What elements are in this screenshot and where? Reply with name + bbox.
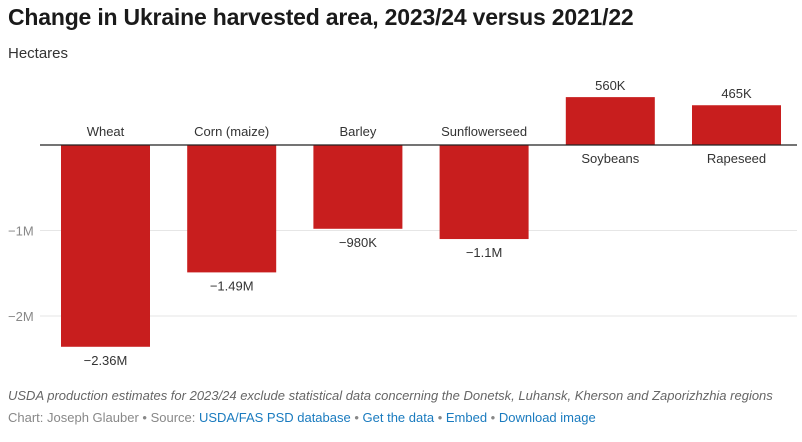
chart-credits: Chart: Joseph Glauber • Source: USDA/FAS… [8, 410, 596, 425]
bar[interactable] [313, 145, 403, 229]
value-label: −1.49M [210, 278, 254, 293]
bar[interactable] [439, 145, 529, 240]
category-label: Rapeseed [707, 151, 766, 166]
category-label: Sunflowerseed [441, 124, 527, 139]
value-label: 560K [595, 78, 626, 93]
separator: • [350, 410, 363, 425]
bar[interactable] [565, 97, 655, 145]
bar-layer [61, 97, 781, 347]
download-image-link[interactable]: Download image [498, 410, 596, 425]
embed-link[interactable]: Embed [445, 410, 488, 425]
value-label: −980K [339, 235, 377, 250]
value-label: −1.1M [466, 245, 503, 260]
separator: • [487, 410, 499, 425]
chart-title: Change in Ukraine harvested area, 2023/2… [8, 4, 634, 30]
footnote: USDA production estimates for 2023/24 ex… [8, 388, 773, 403]
value-label: 465K [721, 86, 752, 101]
category-label: Corn (maize) [194, 124, 269, 139]
grid-layer [40, 230, 797, 317]
category-label: Wheat [87, 124, 125, 139]
y-tick-label: −1M [8, 224, 34, 239]
bar[interactable] [692, 105, 781, 145]
value-label: −2.36M [84, 353, 128, 368]
category-label: Barley [339, 124, 376, 139]
bar-chart: −1M −2M Wheat −2.36M Corn (maize) −1.49M Barle… [8, 78, 797, 368]
source-link[interactable]: USDA/FAS PSD database [198, 410, 351, 425]
separator: • [434, 410, 446, 425]
y-tick-label: −2M [8, 309, 34, 324]
bar[interactable] [187, 145, 277, 273]
credit-text: Chart: Joseph Glauber • Source: [8, 410, 199, 425]
get-the-data-link[interactable]: Get the data [362, 410, 435, 425]
chart-subtitle: Hectares [8, 45, 69, 62]
category-label: Soybeans [581, 151, 639, 166]
label-layer: −1M −2M Wheat −2.36M Corn (maize) −1.49M Barle… [8, 78, 797, 368]
bar[interactable] [61, 145, 150, 347]
